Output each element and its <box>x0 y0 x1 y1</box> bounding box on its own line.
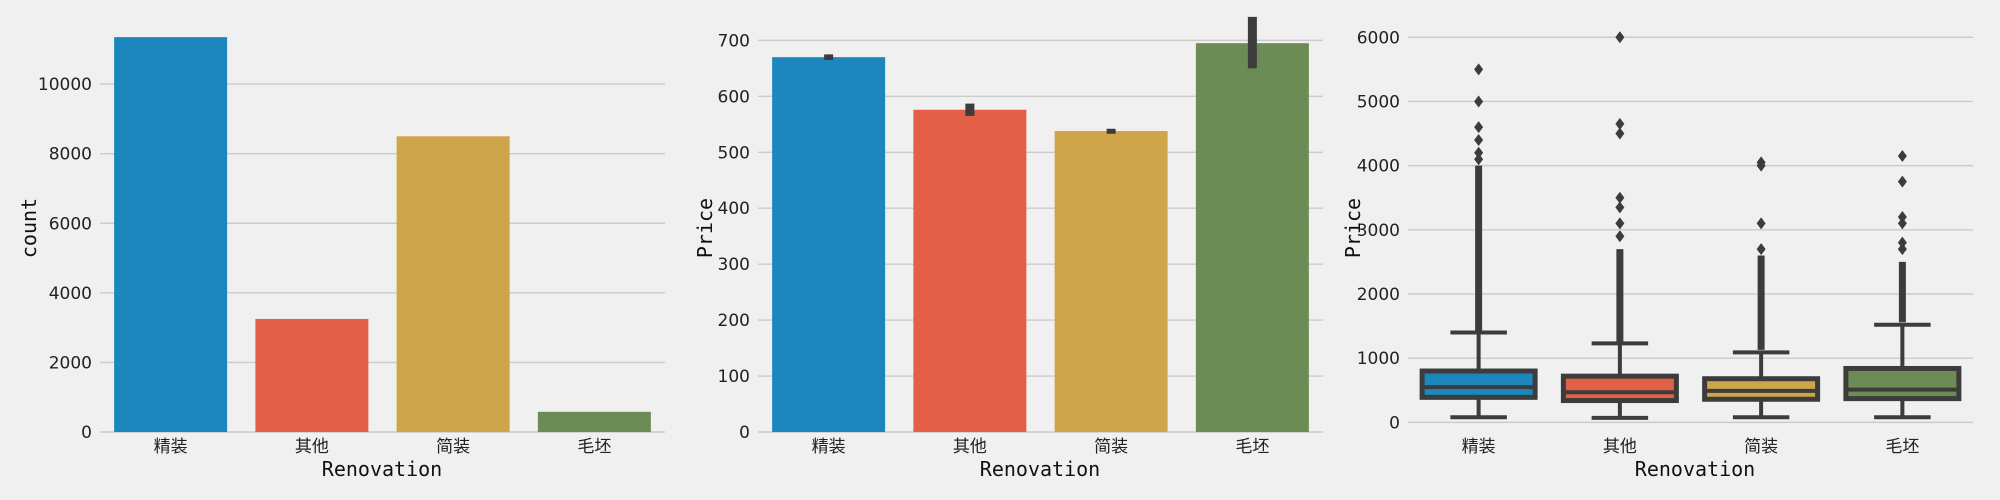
x-tick-labels: 精装 其他 简装 毛坯 <box>812 437 1270 457</box>
y-tick-label: 10000 <box>38 75 92 95</box>
y-tick-label: 500 <box>718 143 750 163</box>
outlier-point <box>1474 121 1484 134</box>
outlier-point <box>1897 150 1907 162</box>
y-tick-label: 3000 <box>1357 221 1400 241</box>
price-bar-chart: 0 100 200 300 400 500 600 700 精装 其他 简装 毛坯 Renovati… <box>693 16 1323 481</box>
x-tick-label: 毛坯 <box>577 437 611 457</box>
x-tick-label: 简装 <box>1744 437 1778 457</box>
y-tick-labels: 0 2000 4000 6000 8000 10000 <box>38 75 92 443</box>
x-tick-label: 简装 <box>436 437 470 457</box>
y-axis-label: count <box>17 198 41 258</box>
bar <box>114 37 228 432</box>
bar <box>1054 131 1168 432</box>
x-tick-label: 其他 <box>295 437 329 457</box>
x-tick-label: 毛坯 <box>1885 437 1919 457</box>
price-box-plot: 0 1000 2000 3000 4000 5000 6000 精装 其他 简装 毛坯 Renov… <box>1341 28 1973 481</box>
outlier-point <box>1897 175 1907 188</box>
x-axis-label: Renovation <box>980 457 1100 481</box>
box <box>1419 368 1538 400</box>
x-tick-label: 简装 <box>1094 437 1128 457</box>
outlier-point <box>1615 31 1625 44</box>
y-axis-label: Price <box>693 198 717 258</box>
y-tick-label: 300 <box>718 255 750 275</box>
x-tick-label: 其他 <box>953 437 987 457</box>
x-tick-labels: 精装 其他 简装 毛坯 <box>154 437 612 457</box>
y-tick-label: 5000 <box>1357 92 1400 112</box>
x-tick-label: 其他 <box>1603 437 1637 457</box>
y-tick-label: 2000 <box>49 353 92 373</box>
y-tick-label: 6000 <box>49 214 92 234</box>
outlier-point <box>1756 217 1766 230</box>
y-tick-label: 200 <box>718 311 750 331</box>
x-tick-labels: 精装 其他 简装 毛坯 <box>1462 437 1920 457</box>
y-tick-label: 600 <box>718 87 750 107</box>
x-tick-label: 精装 <box>154 437 188 457</box>
outlier-point <box>1474 146 1484 159</box>
boxes <box>1419 31 1962 420</box>
outlier-point <box>1615 230 1625 243</box>
bar <box>255 318 369 432</box>
bar <box>913 109 1027 433</box>
x-axis-label: Renovation <box>322 457 442 481</box>
y-tick-labels: 0 100 200 300 400 500 600 700 <box>718 31 750 443</box>
outlier-point <box>1615 191 1625 204</box>
outlier-point <box>1615 217 1625 230</box>
outlier-point <box>1897 210 1907 223</box>
bars <box>772 43 1309 433</box>
outlier-point <box>1474 153 1484 166</box>
y-axis-label: Price <box>1341 198 1365 258</box>
outlier-point <box>1897 217 1907 230</box>
outlier-point <box>1897 236 1907 249</box>
x-tick-label: 毛坯 <box>1235 437 1269 457</box>
error-bars <box>824 16 1257 134</box>
bars <box>114 37 651 433</box>
outlier-point <box>1756 156 1766 169</box>
y-tick-label: 400 <box>718 199 750 219</box>
y-tick-label: 100 <box>718 367 750 387</box>
bar <box>537 411 651 432</box>
y-tick-labels: 0 1000 2000 3000 4000 5000 6000 <box>1357 28 1400 433</box>
y-tick-label: 0 <box>81 423 92 443</box>
outlier-point <box>1615 201 1625 214</box>
y-tick-label: 0 <box>1389 413 1400 433</box>
y-tick-label: 1000 <box>1357 349 1400 369</box>
box <box>1843 365 1962 402</box>
y-tick-label: 6000 <box>1357 28 1400 48</box>
y-tick-label: 8000 <box>49 145 92 165</box>
outlier-point <box>1897 243 1907 256</box>
bar <box>772 57 886 432</box>
y-tick-label: 4000 <box>49 284 92 304</box>
bar <box>396 136 510 433</box>
outlier-point <box>1474 95 1484 108</box>
y-tick-label: 2000 <box>1357 285 1400 305</box>
x-axis-label: Renovation <box>1635 457 1755 481</box>
box <box>1560 373 1679 404</box>
x-tick-label: 精装 <box>1462 437 1496 457</box>
y-tick-label: 700 <box>718 31 750 51</box>
grid-lines <box>1408 36 1973 424</box>
y-tick-label: 0 <box>739 423 750 443</box>
y-tick-label: 4000 <box>1357 157 1400 177</box>
outlier-point <box>1474 63 1484 76</box>
outlier-point <box>1474 133 1484 146</box>
count-bar-chart: 0 2000 4000 6000 8000 10000 精装 其他 简装 毛坯 Renovati… <box>17 37 665 481</box>
bar <box>1195 43 1309 433</box>
outlier-point <box>1615 127 1625 140</box>
outlier-point <box>1615 117 1625 130</box>
x-tick-label: 精装 <box>812 437 846 457</box>
outlier-point <box>1756 243 1766 256</box>
